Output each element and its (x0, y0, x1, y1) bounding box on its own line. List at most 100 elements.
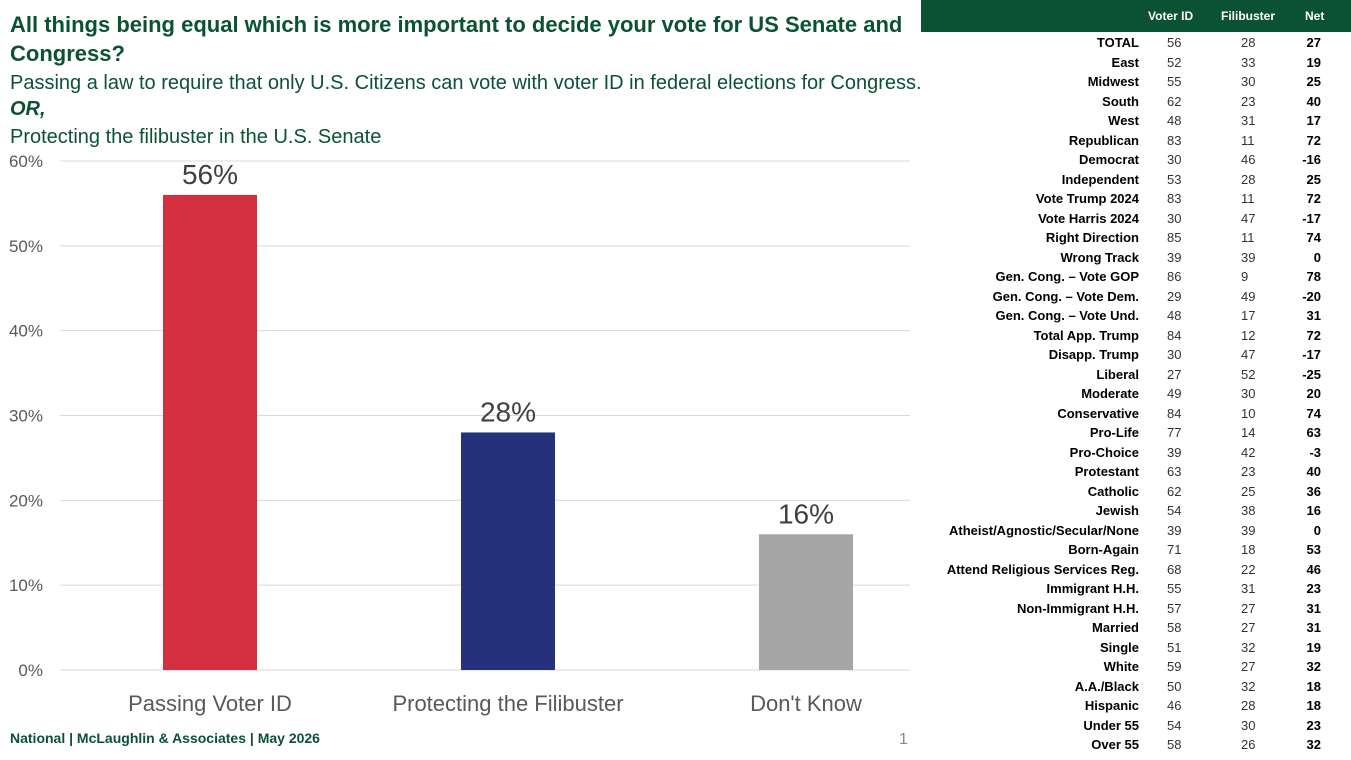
voter-id-cell: 30 (1167, 210, 1182, 226)
voter-id-cell: 57 (1167, 600, 1182, 616)
bar (461, 432, 555, 670)
crosstab-body: TOTAL 56 28 27 East 52 33 19 Midwest 55 30 25 South 6… (921, 33, 1351, 755)
y-tick-label: 50% (9, 237, 43, 256)
table-row: Gen. Cong. – Vote GOP 86 9 78 (921, 267, 1351, 287)
net-cell: -25 (1302, 366, 1321, 382)
row-label: White (1103, 659, 1139, 674)
table-row: Liberal 27 52 -25 (921, 365, 1351, 385)
category-label: Passing Voter ID (128, 691, 292, 716)
voter-id-cell: 52 (1167, 54, 1182, 70)
y-tick-label: 10% (9, 576, 43, 595)
table-row: Wrong Track 39 39 0 (921, 248, 1351, 268)
voter-id-cell: 48 (1167, 113, 1182, 128)
net-cell: 63 (1306, 425, 1321, 440)
voter-id-cell: 55 (1167, 74, 1182, 89)
filibuster-cell: 11 (1241, 191, 1255, 206)
net-cell: -17 (1302, 210, 1321, 226)
filibuster-cell: 46 (1241, 152, 1256, 167)
voter-id-cell: 56 (1167, 35, 1182, 50)
table-row: Total App. Trump 84 12 72 (921, 326, 1351, 346)
net-cell: 25 (1306, 74, 1321, 89)
filibuster-cell: 31 (1241, 113, 1256, 128)
row-label: Single (1099, 639, 1139, 655)
table-row: Hispanic 46 28 18 (921, 696, 1351, 716)
row-label: Liberal (1096, 366, 1139, 382)
row-label: Catholic (1087, 483, 1139, 499)
row-label: Attend Religious Services Reg. (946, 561, 1139, 577)
filibuster-cell: 32 (1241, 639, 1256, 655)
table-row: Atheist/Agnostic/Secular/None 39 39 0 (921, 521, 1351, 541)
voter-id-cell: 51 (1167, 639, 1182, 655)
row-label: Hispanic (1084, 698, 1139, 713)
column-header-voter-id: Voter ID (1148, 9, 1194, 23)
table-row: Conservative 84 10 74 (921, 404, 1351, 424)
net-cell: 25 (1306, 171, 1321, 187)
row-label: Right Direction (1045, 230, 1139, 245)
table-row: Gen. Cong. – Vote Dem. 29 49 -20 (921, 287, 1351, 307)
voter-id-cell: 27 (1167, 366, 1182, 382)
filibuster-cell: 11 (1241, 132, 1255, 148)
table-row: Vote Harris 2024 30 47 -17 (921, 209, 1351, 229)
voter-id-cell: 49 (1167, 386, 1182, 401)
row-label: Married (1092, 620, 1139, 635)
net-cell: 46 (1306, 561, 1321, 577)
row-label: South (1102, 93, 1139, 109)
net-cell: 23 (1306, 717, 1321, 733)
table-row: White 59 27 32 (921, 657, 1351, 677)
filibuster-cell: 38 (1241, 503, 1256, 518)
row-label: Under 55 (1083, 717, 1139, 733)
page-number: 1 (899, 731, 908, 748)
table-row: Pro-Choice 39 42 -3 (921, 443, 1351, 463)
y-tick-label: 0% (18, 661, 43, 680)
table-row: West 48 31 17 (921, 111, 1351, 131)
table-row: Born-Again 71 18 53 (921, 540, 1351, 560)
option-a-text: Passing a law to require that only U.S. … (10, 72, 922, 94)
table-row: Gen. Cong. – Vote Und. 48 17 31 (921, 306, 1351, 326)
net-cell: 31 (1306, 308, 1321, 323)
filibuster-cell: 31 (1241, 581, 1256, 596)
voter-id-cell: 77 (1167, 425, 1182, 440)
net-cell: 18 (1306, 678, 1321, 694)
row-label: Total App. Trump (1033, 327, 1139, 343)
net-cell: 31 (1306, 600, 1321, 616)
filibuster-cell: 14 (1241, 425, 1256, 440)
table-row: Over 55 58 26 32 (921, 735, 1351, 755)
row-label: Protestant (1074, 464, 1139, 479)
voter-id-cell: 85 (1167, 230, 1182, 245)
data-label: 28% (480, 396, 536, 427)
net-cell: 17 (1306, 113, 1321, 128)
table-row: Married 58 27 31 (921, 618, 1351, 638)
row-label: Jewish (1095, 503, 1139, 518)
table-row: Democrat 30 46 -16 (921, 150, 1351, 170)
table-row: East 52 33 19 (921, 53, 1351, 73)
filibuster-cell: 47 (1241, 210, 1256, 226)
filibuster-cell: 39 (1241, 249, 1256, 265)
row-label: Conservative (1057, 405, 1139, 421)
filibuster-cell: 42 (1241, 444, 1256, 460)
filibuster-cell: 22 (1241, 561, 1256, 577)
net-cell: 72 (1306, 327, 1321, 343)
voter-id-cell: 63 (1167, 464, 1182, 479)
filibuster-cell: 23 (1241, 464, 1256, 479)
voter-id-cell: 48 (1167, 308, 1182, 323)
row-label: Pro-Choice (1069, 444, 1139, 460)
net-cell: 72 (1306, 191, 1321, 206)
filibuster-cell: 10 (1241, 405, 1256, 421)
row-label: Gen. Cong. – Vote Dem. (992, 288, 1139, 304)
data-label: 16% (778, 498, 834, 529)
crosstab-header: Voter ID Filibuster Net (921, 0, 1351, 32)
voter-id-cell: 55 (1167, 581, 1182, 596)
row-label: Immigrant H.H. (1046, 581, 1139, 596)
filibuster-cell: 30 (1241, 717, 1256, 733)
row-label: Gen. Cong. – Vote Und. (995, 308, 1139, 323)
bar (759, 534, 853, 670)
row-label: Wrong Track (1060, 249, 1139, 265)
column-header-filibuster: Filibuster (1221, 9, 1276, 23)
filibuster-cell: 49 (1241, 288, 1256, 304)
voter-id-cell: 86 (1167, 269, 1182, 284)
voter-id-cell: 54 (1167, 717, 1182, 733)
table-row: Catholic 62 25 36 (921, 482, 1351, 502)
filibuster-cell: 33 (1241, 54, 1256, 70)
filibuster-cell: 9 (1241, 269, 1249, 284)
table-row: Moderate 49 30 20 (921, 384, 1351, 404)
